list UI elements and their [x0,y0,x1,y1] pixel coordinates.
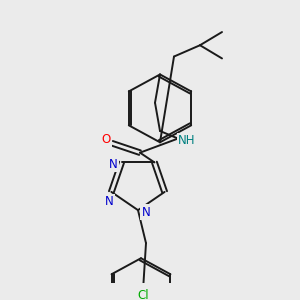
Text: NH: NH [178,134,196,147]
Text: N: N [105,195,114,208]
Text: O: O [101,133,111,146]
Text: N: N [142,206,150,218]
Text: N: N [109,158,118,171]
Text: Cl: Cl [138,290,149,300]
